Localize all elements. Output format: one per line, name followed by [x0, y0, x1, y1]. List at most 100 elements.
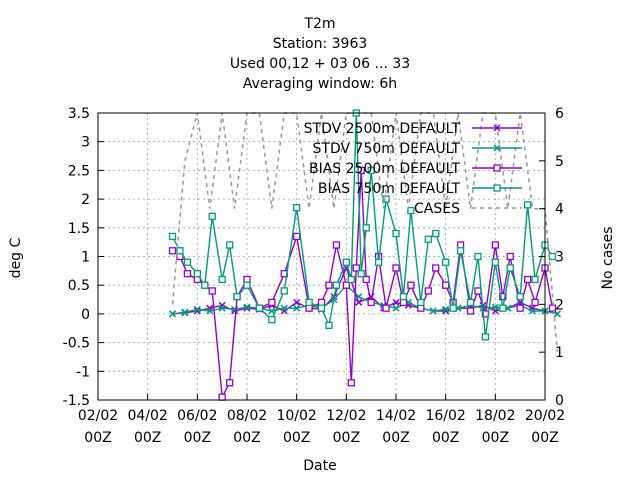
data-point [429, 307, 437, 315]
data-point [206, 307, 214, 315]
x-tick-hour: 00Z [382, 430, 409, 446]
data-point [424, 287, 432, 295]
data-point [362, 224, 370, 232]
marker-stroke [193, 305, 201, 313]
x-tick-date: 14/02 [376, 408, 416, 424]
x-axis-label: Date [303, 458, 336, 474]
data-point [325, 321, 333, 330]
legend-label: STDV 2500m DEFAULT [304, 121, 461, 137]
series-layer [168, 109, 561, 401]
data-point [523, 275, 532, 284]
data-point [548, 304, 557, 312]
data-point [382, 304, 390, 312]
data-point [516, 304, 524, 312]
data-point [491, 303, 499, 311]
data-point [432, 229, 440, 238]
data-point [233, 293, 241, 301]
data-point [367, 298, 375, 307]
marker-stroke [280, 304, 288, 312]
data-point [183, 270, 192, 278]
data-point [355, 298, 363, 306]
data-point [516, 293, 524, 301]
data-point [305, 298, 313, 307]
y-tick-label: -0.5 [63, 336, 90, 352]
data-point [449, 304, 457, 312]
data-point [481, 333, 490, 341]
data-point [392, 304, 400, 312]
data-point [332, 241, 341, 249]
data-point [491, 241, 499, 249]
marker-stroke [429, 307, 437, 315]
x-tick-hour: 00Z [233, 430, 260, 446]
data-point [367, 166, 375, 175]
data-point [183, 258, 192, 266]
y2-tick-label: 4 [555, 202, 564, 218]
data-point [280, 304, 288, 312]
marker-stroke [218, 301, 226, 309]
marker-stroke [168, 310, 177, 318]
data-point [243, 281, 251, 289]
y2-tick-label: 3 [555, 250, 564, 266]
data-point [417, 298, 425, 307]
marker-stroke [280, 307, 288, 315]
data-point [280, 287, 288, 295]
x-tick-hour: 00Z [134, 430, 161, 446]
legend-label: STDV 750m DEFAULT [313, 141, 461, 157]
y-tick-label: -1 [76, 364, 90, 380]
y-tick-label: 2 [81, 192, 90, 208]
data-point [499, 304, 507, 312]
data-point [466, 298, 475, 307]
data-point [553, 310, 561, 318]
data-point [392, 229, 400, 238]
marker-stroke [392, 304, 400, 312]
data-point [491, 258, 499, 266]
data-point [317, 304, 326, 312]
data-point [474, 252, 482, 261]
marker-stroke [243, 304, 251, 312]
marker-stroke [355, 293, 363, 301]
data-point [474, 287, 482, 295]
y-tick-label: 1.5 [68, 221, 90, 237]
x-tick-hour: 00Z [184, 430, 211, 446]
data-point [218, 393, 226, 401]
chart-title: T2m Station: 3963 Used 00,12 + 03 06 ...… [230, 16, 410, 92]
legend-marker [493, 184, 501, 192]
x-axis-ticks: 02/02 00Z 04/02 00Z 06/02 00Z 08/02 00Z 10/02 00Z… [78, 394, 565, 446]
legend: STDV 2500m DEFAULT STDV 750m DEFAULT BIAS … [304, 121, 522, 217]
data-point [362, 275, 370, 284]
data-point [208, 287, 216, 295]
x-tick-date: 16/02 [425, 408, 465, 424]
legend-label: CASES [414, 201, 460, 217]
x-tick-hour: 00Z [482, 430, 509, 446]
marker-stroke [218, 304, 226, 312]
data-point [374, 258, 383, 266]
y-tick-label: 0.5 [68, 278, 90, 294]
data-point [456, 247, 465, 255]
data-point [342, 281, 350, 289]
x-tick-date: 18/02 [475, 408, 515, 424]
x-tick-date: 12/02 [326, 408, 366, 424]
data-point [352, 264, 360, 272]
x-tick-hour: 00Z [531, 430, 558, 446]
data-point [225, 379, 234, 387]
data-point [293, 204, 301, 212]
x-tick-hour: 00Z [333, 430, 360, 446]
x-tick-date: 20/02 [525, 408, 565, 424]
marker-stroke [355, 298, 363, 306]
legend-marker [493, 124, 501, 132]
y-tick-label: -1.5 [63, 393, 90, 409]
marker-stroke [293, 304, 301, 312]
data-point [442, 258, 450, 266]
x-tick-hour: 00Z [84, 430, 111, 446]
data-point [392, 264, 400, 272]
data-point [325, 281, 333, 289]
data-point [529, 307, 537, 315]
marker-stroke [342, 264, 350, 272]
data-point [243, 304, 251, 312]
marker-stroke [392, 298, 400, 306]
y2-tick-label: 5 [555, 154, 564, 170]
marker-stroke [491, 303, 499, 311]
data-point [531, 275, 539, 284]
y2-tick-label: 2 [555, 297, 564, 313]
data-point [432, 264, 440, 272]
